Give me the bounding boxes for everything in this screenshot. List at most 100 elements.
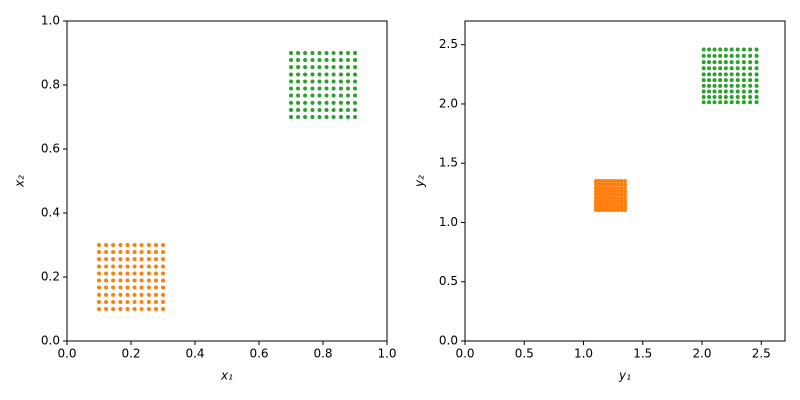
point — [718, 47, 723, 52]
point — [712, 94, 717, 99]
point — [723, 60, 728, 65]
point — [296, 65, 301, 70]
point — [701, 53, 706, 58]
point — [754, 47, 759, 52]
point — [310, 107, 315, 112]
point — [623, 189, 627, 194]
point — [118, 278, 123, 283]
point — [619, 182, 624, 187]
point — [596, 208, 601, 213]
point — [353, 100, 357, 105]
point — [324, 107, 329, 112]
point — [353, 65, 357, 70]
point — [125, 250, 130, 255]
point — [132, 243, 137, 247]
point — [609, 202, 614, 207]
point — [345, 51, 350, 55]
point — [612, 182, 617, 187]
point — [609, 199, 614, 204]
point — [602, 195, 607, 200]
y-tick-label: 2.5 — [439, 37, 458, 51]
point — [718, 89, 723, 94]
y-tick-label: 0.0 — [439, 334, 458, 348]
point — [606, 192, 611, 197]
point — [606, 202, 611, 207]
point — [146, 278, 151, 283]
point — [602, 192, 607, 197]
point — [599, 208, 604, 213]
point — [317, 107, 322, 112]
point — [596, 189, 601, 194]
point — [139, 292, 144, 297]
point — [353, 93, 357, 98]
point — [153, 243, 158, 247]
point — [331, 72, 336, 77]
point — [345, 58, 350, 63]
point — [317, 72, 322, 77]
point — [118, 299, 123, 304]
point — [718, 66, 723, 71]
point — [735, 83, 740, 88]
point — [602, 179, 607, 183]
point — [97, 264, 101, 269]
y-tick-label: 0.5 — [439, 274, 458, 288]
point — [599, 202, 604, 207]
point — [606, 179, 611, 183]
point — [345, 100, 350, 105]
point — [161, 250, 165, 255]
point — [324, 58, 329, 63]
point — [338, 79, 343, 84]
point — [701, 47, 706, 52]
point — [324, 65, 329, 70]
point — [729, 72, 734, 77]
point — [619, 199, 624, 204]
point — [353, 72, 357, 77]
y-tick-label: 1.0 — [41, 14, 60, 28]
point — [104, 250, 109, 255]
point — [125, 299, 130, 304]
point — [353, 115, 357, 119]
point — [723, 94, 728, 99]
point — [735, 47, 740, 52]
point — [729, 94, 734, 99]
point — [132, 264, 137, 269]
point — [324, 93, 329, 98]
point — [310, 115, 315, 119]
x-tick-label: 1.0 — [574, 347, 593, 361]
point — [712, 47, 717, 52]
point — [139, 307, 144, 311]
point — [338, 65, 343, 70]
point — [296, 79, 301, 84]
point — [161, 257, 165, 262]
point — [296, 100, 301, 105]
point — [723, 53, 728, 58]
point — [125, 243, 130, 247]
point — [593, 205, 598, 210]
point — [616, 195, 621, 200]
point — [596, 192, 601, 197]
point — [606, 185, 611, 190]
point — [599, 205, 604, 210]
point — [146, 264, 151, 269]
point — [707, 47, 712, 52]
point — [111, 299, 116, 304]
point — [338, 58, 343, 63]
point — [609, 182, 614, 187]
point — [735, 89, 740, 94]
point — [97, 292, 101, 297]
point — [153, 264, 158, 269]
point — [707, 100, 712, 105]
point — [310, 100, 315, 105]
point — [599, 192, 604, 197]
point — [118, 243, 123, 247]
point — [97, 250, 101, 255]
point — [317, 93, 322, 98]
point — [345, 107, 350, 112]
point — [338, 100, 343, 105]
point — [139, 278, 144, 283]
point — [741, 89, 746, 94]
point — [132, 292, 137, 297]
x-tick-label: 0.0 — [57, 347, 76, 361]
point — [612, 199, 617, 204]
point — [723, 72, 728, 77]
